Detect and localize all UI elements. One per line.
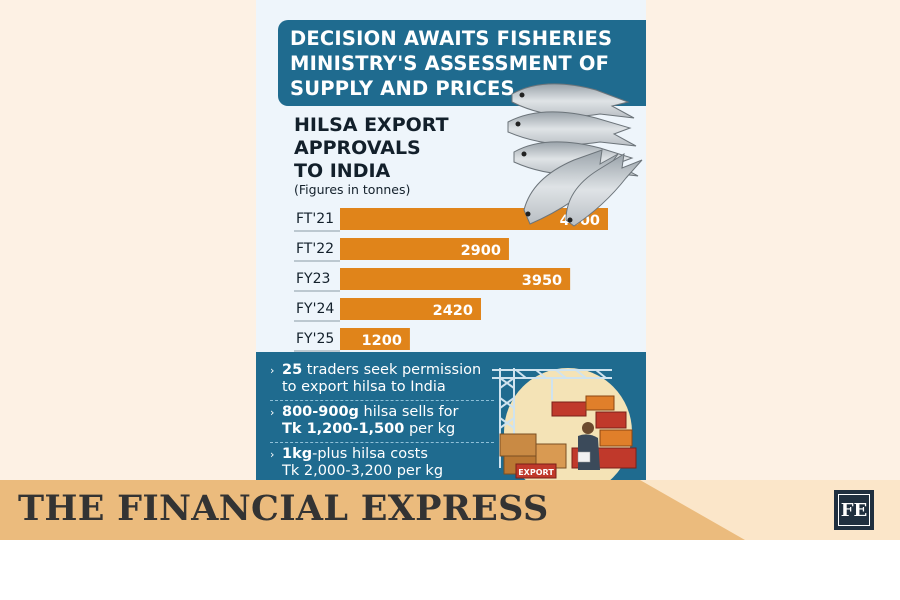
headline-line-1: DECISION AWAITS FISHERIES [290, 27, 613, 50]
export-crate: EXPORT [515, 463, 557, 479]
bar [340, 298, 481, 320]
bullet-3-line2: Tk 2,000-3,200 per kg [282, 463, 444, 479]
headline-line-3: SUPPLY AND PRICES [290, 77, 515, 100]
chart-unit-note: (Figures in tonnes) [294, 182, 411, 197]
bullet-3-bold: 1kg [282, 446, 313, 462]
category-label: FY23 [296, 271, 330, 287]
headline-box: DECISION AWAITS FISHERIES MINISTRY'S ASS… [278, 20, 646, 106]
bullet-2-line2: Tk 1,200-1,500 per kg [270, 421, 458, 438]
fish-5 [565, 153, 643, 227]
bullet-1-line2: to export hilsa to India [282, 379, 446, 395]
bullet-arrow-icon: › [270, 364, 275, 377]
fish-4 [523, 149, 619, 225]
bullet-3-text: -plus hilsa costs [312, 446, 428, 462]
brand-wordmark: THE FINANCIAL EXPRESS [18, 488, 549, 529]
category-label: FT'22 [296, 241, 334, 257]
bar-value-label: 2900 [461, 243, 501, 259]
bullet-arrow-icon: › [270, 406, 275, 419]
banner-tan-band [0, 480, 745, 540]
fish-2 [507, 111, 637, 147]
bar [340, 268, 571, 290]
fe-logo-text: FE [838, 494, 870, 526]
infographic-card: DECISION AWAITS FISHERIES MINISTRY'S ASS… [256, 0, 646, 480]
bullet-1-bold: 25 [282, 362, 303, 378]
chart-title: HILSA EXPORT APPROVALS TO INDIA [294, 114, 494, 183]
brand-banner [0, 480, 900, 540]
worker-figure-icon [577, 422, 600, 470]
category-label: FY'24 [296, 301, 334, 317]
bar-value-label: 1200 [362, 333, 402, 349]
bullet-2-line2-text: per kg [404, 421, 456, 437]
chart-title-line-1: HILSA EXPORT [294, 114, 449, 136]
info-bullet-1: › 25 traders seek permission to export hi… [270, 362, 481, 396]
chart-title-line-2: APPROVALS [294, 137, 421, 159]
bullet-2-bold: 800-900g [282, 404, 359, 420]
bar [340, 328, 410, 350]
bullet-divider-1 [270, 400, 494, 401]
category-label: FY'25 [296, 331, 334, 347]
bullet-arrow-icon: › [270, 448, 275, 461]
bullet-2-text: hilsa sells for [358, 404, 459, 420]
bullet-1-text: traders seek permission [302, 362, 482, 378]
bullet-divider-2 [270, 442, 494, 443]
bar-value-label: 3950 [522, 273, 562, 289]
bullet-2-line2-bold: Tk 1,200-1,500 [282, 421, 405, 437]
export-port-illustration: EXPORT [492, 368, 637, 480]
bar-chart: FT'214600FT'222900FY233950FY'242420FY'25… [294, 208, 608, 352]
headline-line-2: MINISTRY'S ASSESSMENT OF [290, 52, 610, 75]
hilsa-fish-illustration [507, 83, 643, 227]
info-bullet-3: › 1kg-plus hilsa costs Tk 2,000-3,200 per… [270, 446, 443, 480]
bar [340, 238, 509, 260]
bar-value-label: 2420 [433, 303, 473, 319]
page-footer-area [0, 540, 900, 600]
info-bullet-2: › 800-900g hilsa sells for Tk 1,200-1,500… [270, 404, 458, 438]
chart-title-line-3: TO INDIA [294, 160, 391, 182]
export-crate-label: EXPORT [518, 468, 554, 477]
category-label: FT'21 [296, 211, 334, 227]
fe-logo: FE [834, 490, 874, 530]
fish-1 [511, 83, 635, 119]
